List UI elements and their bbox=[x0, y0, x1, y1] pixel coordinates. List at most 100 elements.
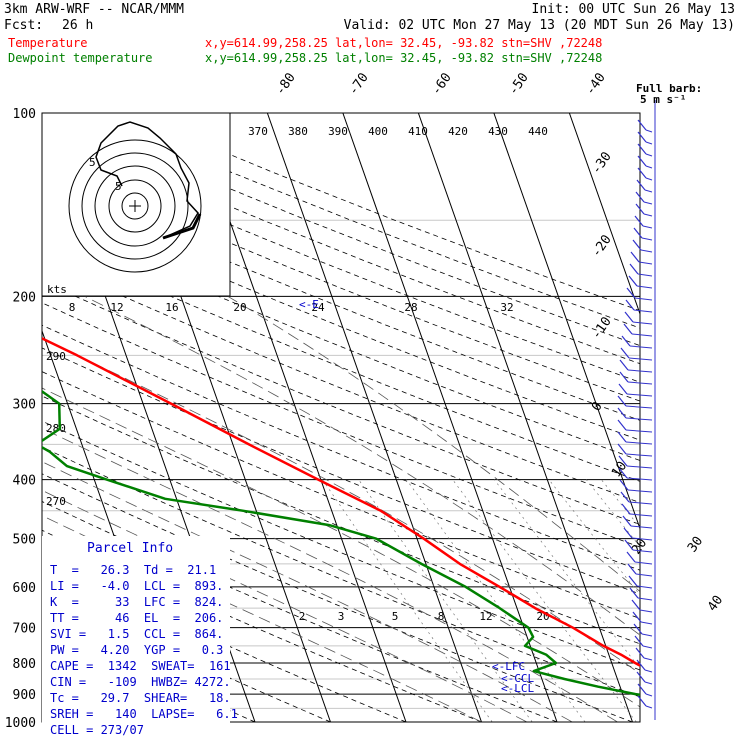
wind-barb-shaft bbox=[645, 153, 653, 157]
wind-barb bbox=[618, 383, 628, 395]
wind-barb bbox=[635, 647, 645, 659]
pressure-tick-label: 300 bbox=[13, 398, 36, 413]
hodograph-frame bbox=[41, 112, 231, 297]
wind-barb-shaft bbox=[645, 165, 653, 169]
dry-adiabat bbox=[42, 420, 640, 671]
isotherm-label: 30 bbox=[685, 534, 706, 555]
hodograph-ring bbox=[68, 139, 202, 273]
wind-barb-shaft bbox=[626, 393, 653, 397]
parcel-info-row: CELL = 273/07 bbox=[50, 723, 144, 737]
thetae-label: 280 bbox=[46, 422, 66, 435]
isotherm-label: 40 bbox=[705, 593, 726, 614]
dry-adiabat bbox=[42, 446, 640, 698]
isotherm-line bbox=[568, 113, 640, 316]
wind-barb bbox=[629, 587, 639, 599]
plot-frame bbox=[41, 112, 641, 723]
el-marker: <-E bbox=[299, 298, 319, 311]
wind-barb-shaft bbox=[641, 237, 653, 241]
wind-barb bbox=[620, 347, 630, 359]
isotherm-line bbox=[266, 113, 482, 722]
wind-barb bbox=[620, 491, 630, 503]
wind-barb bbox=[621, 503, 631, 515]
wind-barb bbox=[637, 119, 647, 131]
dry-adiabat bbox=[42, 180, 640, 421]
mixing-ratio-label: 3 bbox=[338, 610, 345, 623]
mixing-ratio-label: 12 bbox=[479, 610, 492, 623]
wind-barb bbox=[622, 515, 632, 527]
isotherm-label: -10 bbox=[589, 314, 615, 342]
wind-barb bbox=[632, 611, 642, 623]
wind-barb-shaft bbox=[645, 129, 653, 133]
wind-barb-shaft bbox=[645, 705, 653, 709]
pressure-tick-label: 800 bbox=[13, 657, 36, 672]
wind-barb bbox=[625, 299, 635, 311]
theta-label: 440 bbox=[528, 125, 548, 138]
ccl-marker: <-CCL bbox=[501, 672, 534, 685]
moist-adiabat bbox=[42, 489, 527, 722]
hodograph-ring bbox=[108, 179, 162, 233]
mixing-ratio-label: 12 bbox=[110, 301, 123, 314]
mixing-ratio-label: 8 bbox=[69, 301, 76, 314]
wind-barb bbox=[624, 539, 634, 551]
isotherm-label: -60 bbox=[429, 70, 455, 98]
wind-barb bbox=[637, 167, 647, 179]
mixing-ratio-label: 28 bbox=[404, 301, 417, 314]
wind-barb-shaft bbox=[628, 357, 653, 361]
wind-barb bbox=[637, 131, 647, 143]
mixing-ratio-label: 32 bbox=[500, 301, 513, 314]
wind-barb bbox=[618, 467, 628, 479]
isotherm-label: -50 bbox=[506, 70, 532, 98]
theta-label: 410 bbox=[408, 125, 428, 138]
pressure-tick-label: 600 bbox=[13, 581, 36, 596]
wind-barb-shaft bbox=[634, 561, 653, 565]
wind-barb-shaft bbox=[638, 261, 653, 265]
wind-barb-shaft bbox=[626, 465, 653, 469]
parcel-info-row: SVI = 1.5 CCL = 864. bbox=[50, 627, 223, 641]
wind-barb bbox=[619, 479, 629, 491]
wind-barb-shaft bbox=[639, 609, 653, 613]
model-title: 3km ARW-WRF -- NCAR/MMM bbox=[4, 2, 184, 17]
parcel-info-row: SREH = 140 LAPSE= 6.1 bbox=[50, 707, 238, 721]
thetae-label: 290 bbox=[46, 350, 66, 363]
parcel-info-row: TT = 46 EL = 206. bbox=[50, 611, 223, 625]
wind-barb-shaft bbox=[625, 453, 653, 457]
wind-barb bbox=[628, 275, 638, 287]
mixing-ratio-line bbox=[406, 479, 586, 722]
pressure-tick-label: 700 bbox=[13, 622, 36, 637]
parcel-info-row: CIN = -109 HWBZ= 4272. bbox=[50, 675, 231, 689]
fcst-value: 26 h bbox=[62, 18, 93, 33]
wind-barb bbox=[626, 551, 636, 563]
wind-barb-shaft bbox=[630, 525, 653, 529]
theta-label: 370 bbox=[248, 125, 268, 138]
wind-barb bbox=[635, 191, 645, 203]
pressure-tick-label: 200 bbox=[13, 290, 36, 305]
pressure-tick-label: 1000 bbox=[5, 716, 36, 731]
wind-barb bbox=[617, 431, 627, 443]
dry-adiabat bbox=[42, 238, 640, 482]
hodograph-inset: 5 5 bbox=[41, 112, 231, 297]
dry-adiabat bbox=[42, 347, 640, 595]
kts-label: kts bbox=[47, 283, 67, 296]
dry-adiabat bbox=[42, 280, 640, 525]
parcel-info-row: Tc = 29.7 SHEAR= 18. bbox=[50, 691, 231, 705]
wind-barb-shaft bbox=[627, 369, 653, 373]
thetae-label: 270 bbox=[46, 495, 66, 508]
dry-adiabat bbox=[42, 199, 640, 441]
mixing-ratio-line bbox=[548, 479, 640, 596]
wind-barb bbox=[619, 359, 629, 371]
theta-label: 390 bbox=[328, 125, 348, 138]
wind-barb bbox=[636, 659, 646, 671]
wind-barb-shaft bbox=[637, 273, 653, 277]
parcel-info-panel: Parcel Info T = 26.3 Td = 21.1 LI = -4.0 … bbox=[42, 536, 238, 737]
wind-barb bbox=[619, 371, 629, 383]
wind-barb bbox=[617, 443, 627, 455]
wind-barbs bbox=[617, 100, 656, 720]
dry-adiabat bbox=[42, 473, 633, 722]
trace-group bbox=[42, 336, 640, 697]
lcl-marker: <-LCL bbox=[501, 682, 534, 695]
wind-barb-shaft bbox=[640, 249, 653, 253]
parcel-info-row: PW = 4.20 YGP = 0.3 bbox=[50, 643, 223, 657]
mixing-ratio-label: 24 bbox=[311, 301, 325, 314]
mixing-ratio-label: 8 bbox=[438, 610, 445, 623]
